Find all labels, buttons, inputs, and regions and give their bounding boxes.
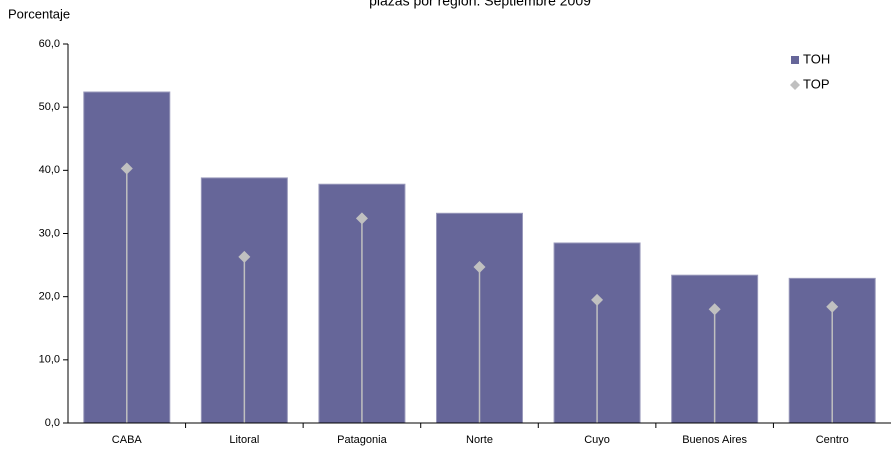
- y-tick-label: 20,0: [39, 291, 60, 303]
- x-tick-label: Norte: [466, 434, 493, 446]
- y-tick-label: 50,0: [39, 101, 60, 113]
- x-tick-label: Centro: [816, 434, 849, 446]
- marker: [473, 260, 486, 273]
- x-tick-label: Buenos Aires: [682, 434, 747, 446]
- legend-swatch: [790, 80, 800, 90]
- legend-label: TOP: [803, 76, 830, 91]
- x-tick-label: CABA: [112, 434, 143, 446]
- y-tick-label: 30,0: [39, 227, 60, 239]
- x-tick-label: Cuyo: [584, 434, 610, 446]
- legend-label: TOH: [803, 51, 830, 66]
- marker: [238, 250, 251, 263]
- x-tick-label: Patagonia: [337, 434, 387, 446]
- legend-swatch: [791, 56, 799, 64]
- y-tick-label: 10,0: [39, 354, 60, 366]
- y-tick-label: 40,0: [39, 164, 60, 176]
- marker: [708, 303, 721, 316]
- y-axis-label: Porcentaje: [8, 6, 70, 21]
- y-tick-label: 60,0: [39, 38, 60, 50]
- marker: [591, 293, 604, 306]
- y-tick-label: 0,0: [45, 417, 60, 429]
- marker: [355, 212, 368, 225]
- x-tick-label: Litoral: [229, 434, 259, 446]
- chart-title: plazas por región. Septiembre 2009: [369, 0, 591, 9]
- marker: [826, 300, 839, 313]
- marker: [120, 162, 133, 175]
